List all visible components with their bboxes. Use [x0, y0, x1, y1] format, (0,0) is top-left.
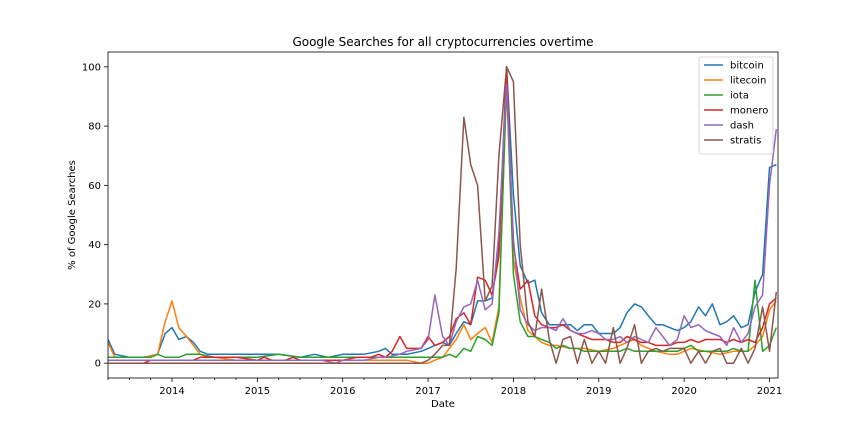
legend-label: monero: [730, 106, 768, 117]
x-tick-label: 2019: [586, 386, 611, 397]
legend-label: dash: [730, 121, 754, 132]
series-line-bitcoin: [108, 66, 777, 359]
x-tick-label: 2021: [757, 386, 782, 397]
y-tick-label: 40: [88, 240, 101, 251]
plot-frame: [107, 51, 779, 379]
x-axis-label: Date: [431, 399, 455, 410]
x-tick-label: 2017: [415, 386, 440, 397]
series-line-dash: [108, 83, 778, 364]
x-tick-label: 2018: [501, 386, 526, 397]
legend-label: bitcoin: [730, 61, 764, 72]
x-tick-label: 2020: [671, 386, 696, 397]
legend-label: litecoin: [730, 76, 766, 87]
series-line-stratis: [108, 66, 778, 364]
x-tick-label: 2014: [159, 386, 184, 397]
series-line-litecoin: [108, 83, 777, 364]
chart-title: Google Searches for all cryptocurrencies…: [292, 35, 593, 49]
x-tick-label: 2015: [245, 386, 270, 397]
legend-label: stratis: [730, 136, 761, 147]
y-axis-ticks: 0 20 40 60 80 100: [82, 62, 108, 370]
y-tick-label: 80: [88, 122, 101, 133]
legend: bitcoin litecoin iota monero dash stratis: [698, 56, 774, 155]
series-line-iota: [108, 80, 778, 359]
legend-label: iota: [730, 91, 749, 102]
series-lines: [108, 66, 778, 364]
legend-box: [698, 56, 774, 155]
y-tick-label: 20: [88, 299, 101, 310]
y-tick-label: 100: [82, 62, 101, 73]
y-tick-label: 0: [95, 359, 101, 370]
y-tick-label: 60: [88, 181, 101, 192]
x-tick-label: 2016: [330, 386, 355, 397]
x-axis-ticks: 2014 2015 2016 2017 2018 2019 2020 2021: [107, 378, 782, 397]
y-axis-label: % of Google Searches: [67, 160, 78, 270]
series-line-monero: [108, 66, 777, 364]
